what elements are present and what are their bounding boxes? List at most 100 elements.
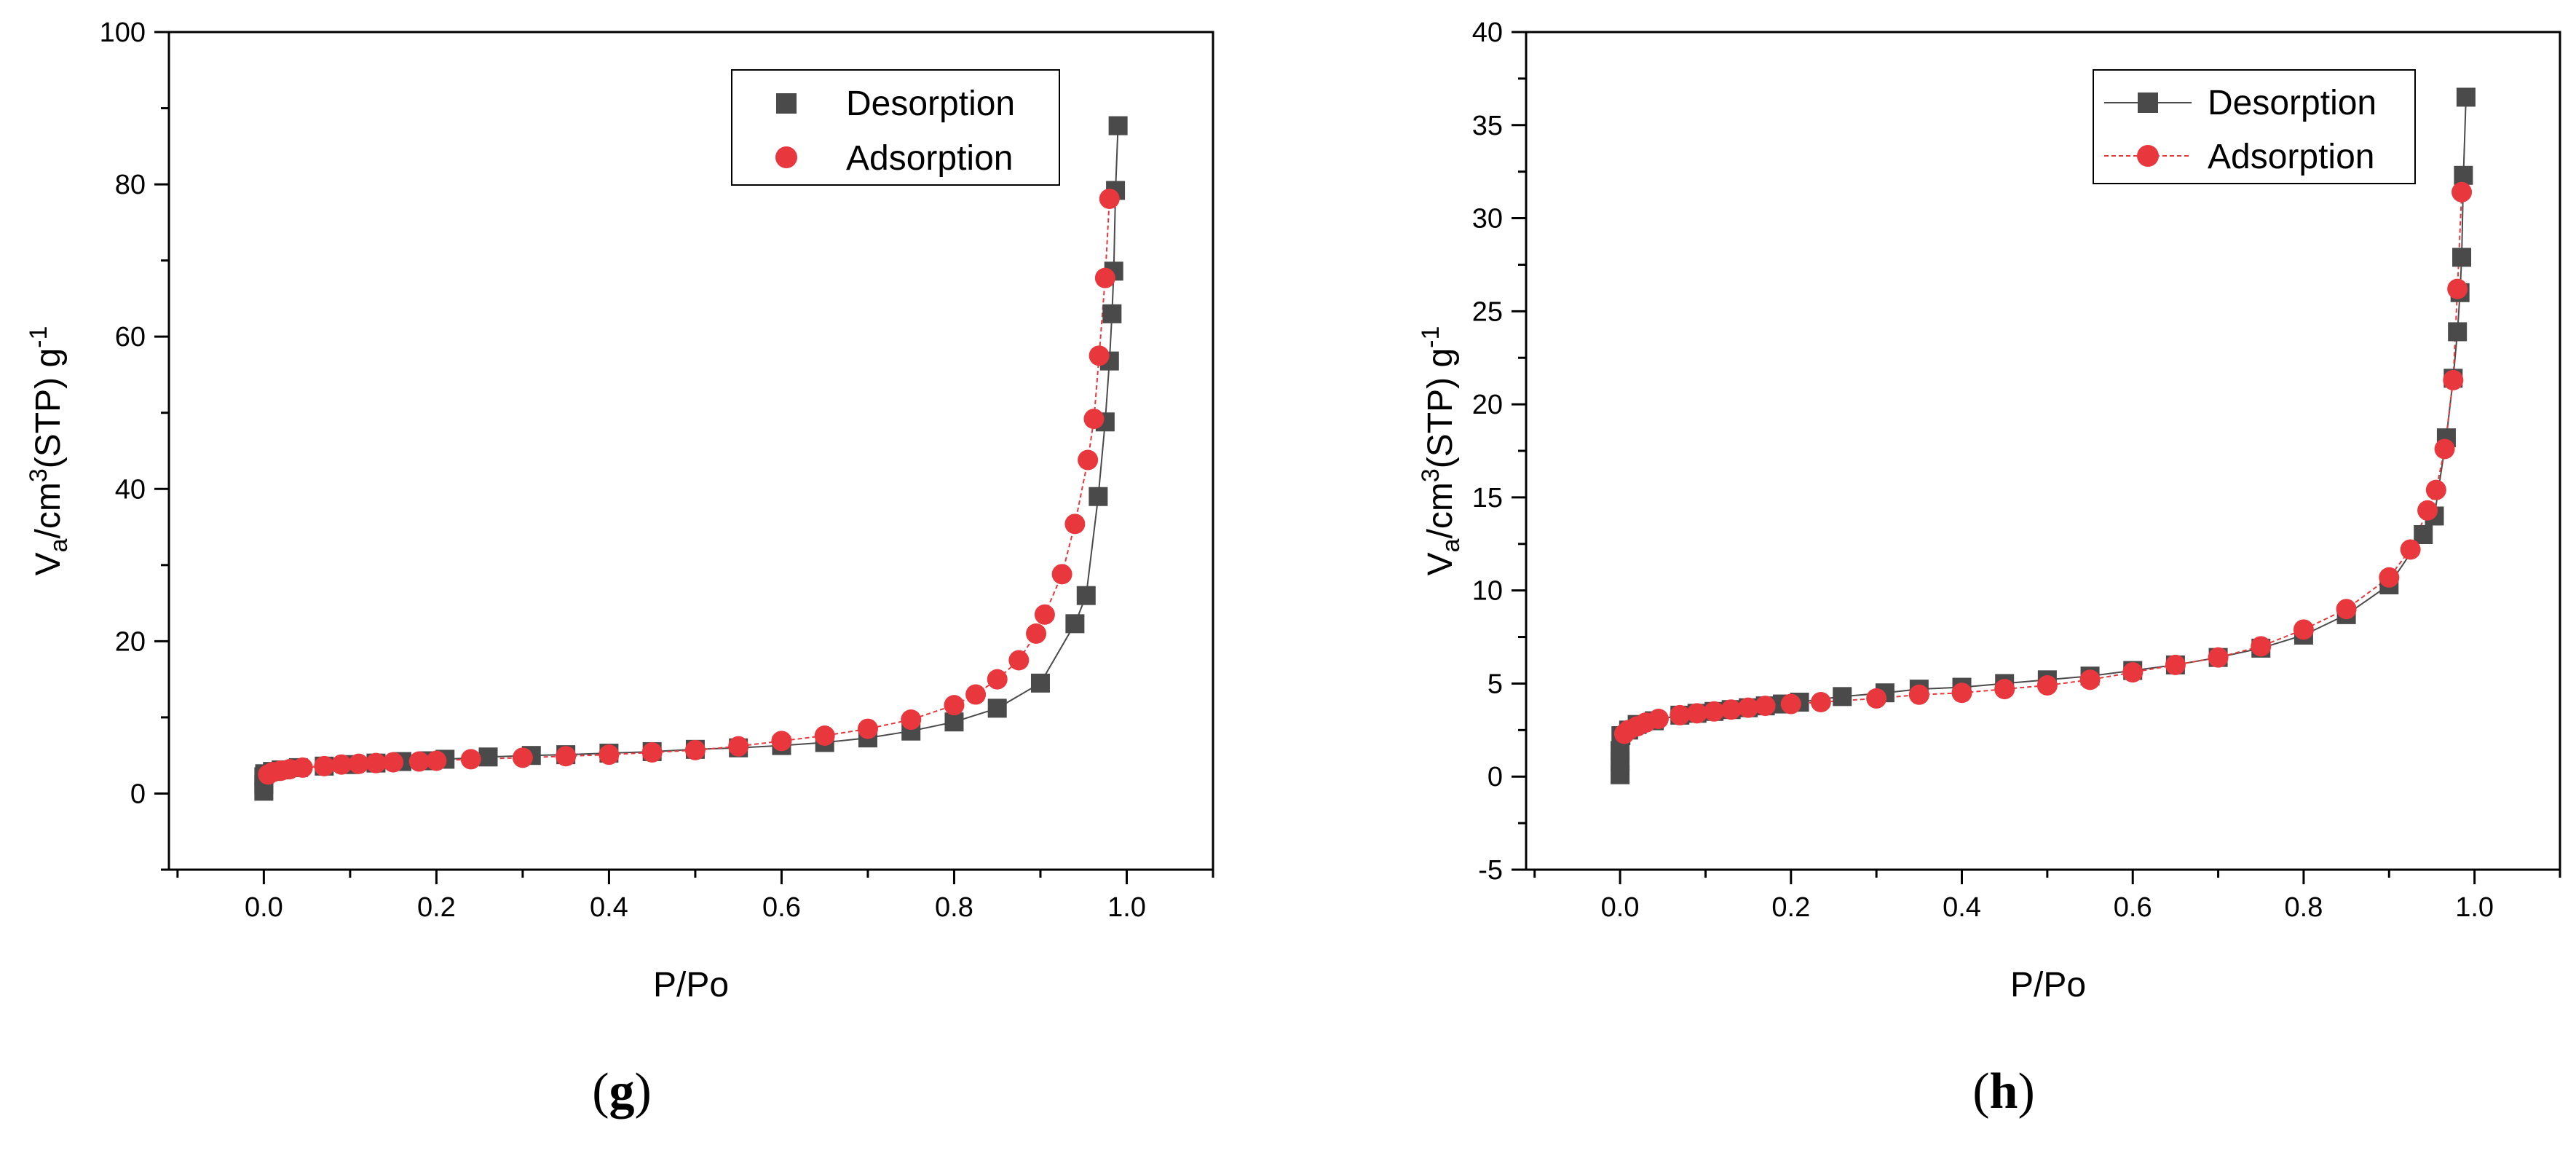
y-tick-label: 10	[1472, 576, 1503, 607]
data-point-adsorption	[1994, 679, 2015, 700]
x-tick-label: 0.0	[1601, 892, 1640, 923]
data-point-desorption	[944, 712, 964, 732]
data-point-adsorption	[1094, 267, 1115, 288]
data-point-desorption	[1833, 687, 1852, 707]
data-point-adsorption	[2122, 662, 2144, 683]
data-point-adsorption	[1089, 345, 1110, 366]
legend: Desorption Adsorption	[731, 69, 1060, 186]
y-tick-label: 20	[115, 626, 146, 657]
y-axis-title: Va/cm3(STP) g-1	[1417, 326, 1465, 576]
data-point-desorption	[2454, 165, 2473, 185]
data-point-adsorption	[901, 709, 922, 731]
tick-labels: 0.0 0.2 0.4 0.6 0.8 1.0 0 20 40 60 80 100	[100, 17, 1146, 923]
x-tick-label: 0.2	[1771, 892, 1810, 923]
legend-marker-desorption	[776, 93, 797, 114]
y-tick-label: -5	[1478, 855, 1503, 886]
data-point-adsorption	[2417, 500, 2438, 521]
data-point-desorption	[2448, 322, 2468, 342]
data-point-adsorption	[728, 736, 749, 757]
data-point-adsorption	[1670, 704, 1691, 725]
data-point-desorption	[2456, 87, 2476, 107]
legend-marker-desorption	[2138, 93, 2158, 113]
data-point-adsorption	[857, 718, 878, 739]
x-axis-title: P/Po	[653, 966, 729, 1004]
data-point-adsorption	[1720, 699, 1742, 720]
data-point-adsorption	[556, 746, 577, 767]
data-point-adsorption	[1755, 696, 1776, 717]
data-point-adsorption	[314, 755, 335, 776]
y-tick-label: 20	[1472, 390, 1503, 420]
legend: Desorption Adsorption	[2093, 69, 2416, 184]
x-tick-label: 1.0	[1107, 892, 1146, 923]
data-point-adsorption	[2079, 669, 2101, 690]
data-point-adsorption	[1738, 697, 1759, 718]
legend-marker-adsorption	[2137, 145, 2159, 167]
data-point-adsorption	[348, 753, 369, 774]
x-tick-label: 0.4	[1943, 892, 1981, 923]
data-point-adsorption	[1078, 449, 1099, 471]
data-point-adsorption	[987, 669, 1008, 690]
y-tick-label: 0	[1487, 762, 1503, 792]
x-tick-label: 0.0	[245, 892, 283, 923]
data-point-adsorption	[2208, 647, 2229, 668]
data-point-adsorption	[426, 750, 447, 771]
data-point-adsorption	[383, 752, 404, 773]
y-tick-label: 60	[115, 322, 146, 353]
y-tick-label: 15	[1472, 483, 1503, 513]
panel-label-g: (g)	[592, 1063, 652, 1119]
data-point-adsorption	[814, 725, 835, 746]
data-point-adsorption	[771, 731, 792, 752]
data-point-adsorption	[965, 684, 987, 705]
data-point-desorption	[2414, 525, 2433, 544]
x-tick-label: 0.2	[417, 892, 456, 923]
data-point-adsorption	[2251, 636, 2272, 657]
data-point-adsorption	[1908, 684, 1929, 705]
y-tick-label: 25	[1472, 296, 1503, 327]
data-point-adsorption	[1026, 623, 1047, 644]
series-line-desorption	[263, 125, 1119, 792]
data-point-adsorption	[460, 749, 481, 770]
x-tick-label: 0.4	[590, 892, 628, 923]
y-tick-label: 5	[1487, 669, 1503, 699]
chart-panel-g: 0.0 0.2 0.4 0.6 0.8 1.0 0 20 40 60 80 100 P/Po Va/c…	[25, 17, 1214, 1119]
panel-label-h: (h)	[1972, 1063, 2035, 1119]
data-point-adsorption	[1704, 701, 1725, 722]
data-point-adsorption	[1780, 693, 1801, 715]
data-point-adsorption	[2293, 619, 2314, 640]
data-point-adsorption	[331, 754, 352, 775]
legend-label-adsorption: Adsorption	[846, 139, 1013, 178]
y-tick-label: 30	[1472, 204, 1503, 235]
data-point-adsorption	[2336, 599, 2357, 620]
data-point-adsorption	[1034, 604, 1055, 625]
data-point-adsorption	[1083, 409, 1105, 430]
data-point-adsorption	[598, 744, 620, 766]
series-lines	[263, 125, 1119, 792]
data-point-adsorption	[1051, 564, 1072, 585]
data-point-desorption	[1102, 304, 1122, 323]
chart-panel-h: 0.0 0.2 0.4 0.6 0.8 1.0 -5 0 5 10 15 20 25 30 35 40 P/P…	[1417, 17, 2561, 1119]
data-point-adsorption	[292, 757, 313, 778]
y-tick-label: 40	[1472, 17, 1503, 48]
data-point-adsorption	[408, 751, 430, 772]
y-tick-label: 40	[115, 474, 146, 505]
data-point-desorption	[1065, 614, 1085, 634]
plot-frame	[167, 31, 1214, 871]
data-point-desorption	[1030, 673, 1050, 693]
axis-ticks	[154, 31, 1214, 884]
legend-marker-adsorption	[775, 146, 797, 168]
data-point-adsorption	[1099, 188, 1120, 209]
x-tick-label: 0.8	[935, 892, 973, 923]
data-point-adsorption	[1810, 692, 1831, 712]
data-point-adsorption	[2451, 181, 2473, 202]
data-point-adsorption	[2434, 438, 2455, 460]
data-point-desorption	[987, 699, 1007, 718]
data-point-adsorption	[1686, 703, 1707, 724]
legend-label-adsorption: Adsorption	[2208, 138, 2374, 176]
data-point-adsorption	[1951, 682, 1972, 704]
data-point-adsorption	[1008, 650, 1030, 671]
data-point-adsorption	[2447, 278, 2468, 299]
data-point-adsorption	[1648, 709, 1669, 729]
data-point-adsorption	[2400, 539, 2421, 560]
data-point-adsorption	[1064, 513, 1086, 535]
y-tick-label: 35	[1472, 111, 1503, 141]
